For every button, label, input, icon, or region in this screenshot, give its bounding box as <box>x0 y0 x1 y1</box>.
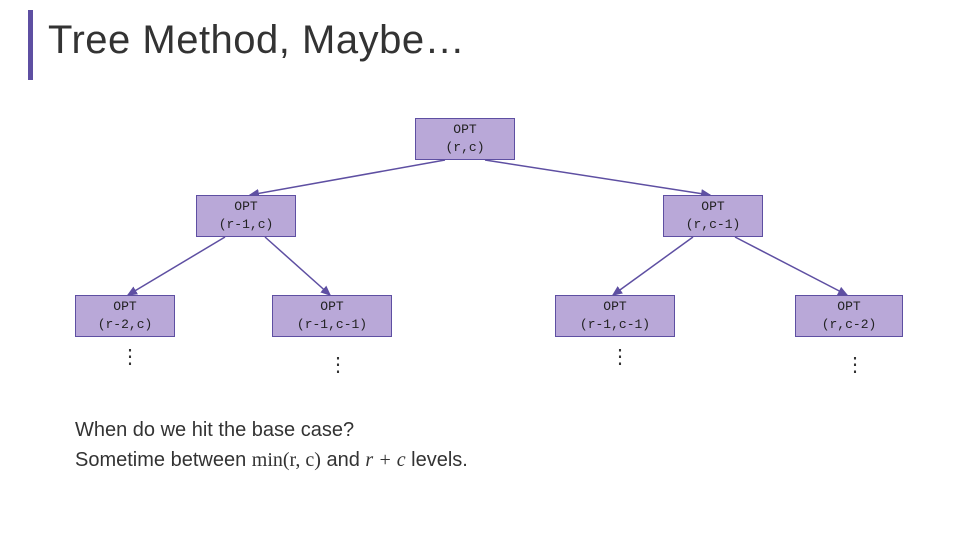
node-label-opt: OPT <box>234 198 257 216</box>
node-label-args: (r-1,c-1) <box>580 316 650 334</box>
node-label-args: (r-2,c) <box>98 316 153 334</box>
node-l2b: OPT (r-1,c-1) <box>272 295 392 337</box>
vertical-ellipsis-icon: ⋮ <box>845 360 855 370</box>
caption-text: and <box>321 449 365 471</box>
node-l2d: OPT (r,c-2) <box>795 295 903 337</box>
caption-text: Sometime between <box>75 449 252 471</box>
node-l1b: OPT (r,c-1) <box>663 195 763 237</box>
caption-math: r + c <box>365 449 405 471</box>
node-label-args: (r,c-1) <box>686 216 741 234</box>
caption: When do we hit the base case? Sometime b… <box>75 415 468 475</box>
tree-edge <box>128 237 225 295</box>
vertical-ellipsis-icon: ⋮ <box>120 352 130 362</box>
tree-edge <box>265 237 330 295</box>
node-label-opt: OPT <box>453 121 476 139</box>
vertical-ellipsis-icon: ⋮ <box>610 352 620 362</box>
node-label-opt: OPT <box>113 298 136 316</box>
node-label-args: (r-1,c) <box>219 216 274 234</box>
caption-line2: Sometime between min(r, c) and r + c lev… <box>75 445 468 475</box>
vertical-ellipsis-icon: ⋮ <box>328 360 338 370</box>
node-label-opt: OPT <box>320 298 343 316</box>
node-label-args: (r-1,c-1) <box>297 316 367 334</box>
caption-line1: When do we hit the base case? <box>75 415 468 445</box>
tree-edge <box>485 160 710 195</box>
node-root: OPT (r,c) <box>415 118 515 160</box>
caption-text: levels. <box>406 449 468 471</box>
node-label-args: (r,c) <box>445 139 484 157</box>
node-l1a: OPT (r-1,c) <box>196 195 296 237</box>
node-label-opt: OPT <box>701 198 724 216</box>
node-label-opt: OPT <box>837 298 860 316</box>
caption-math: min(r, c) <box>252 449 321 471</box>
node-label-opt: OPT <box>603 298 626 316</box>
tree-edge <box>735 237 847 295</box>
node-l2a: OPT (r-2,c) <box>75 295 175 337</box>
tree-edge <box>613 237 693 295</box>
tree-edge <box>250 160 445 195</box>
node-l2c: OPT (r-1,c-1) <box>555 295 675 337</box>
node-label-args: (r,c-2) <box>822 316 877 334</box>
